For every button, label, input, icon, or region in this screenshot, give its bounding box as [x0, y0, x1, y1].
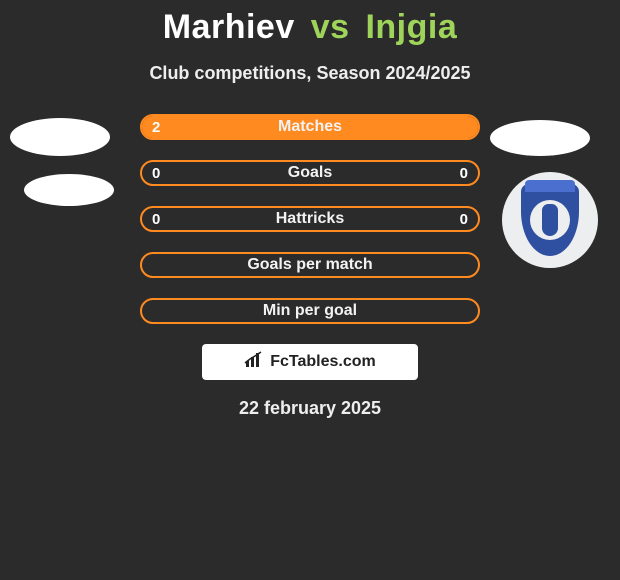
watermark-badge: FcTables.com [202, 344, 418, 380]
stat-label: Goals [142, 164, 478, 182]
player1-club-placeholder [24, 174, 114, 206]
season-subtitle: Club competitions, Season 2024/2025 [0, 63, 620, 84]
player2-name: Injgia [365, 8, 457, 46]
bar-chart-icon [244, 351, 266, 374]
stat-row-matches: 2 Matches [140, 114, 480, 140]
player2-club-crest [502, 172, 598, 268]
stat-label: Goals per match [142, 256, 478, 274]
comparison-date: 22 february 2025 [0, 398, 620, 419]
player2-avatar-placeholder [490, 120, 590, 156]
stat-label: Min per goal [142, 302, 478, 320]
player1-name: Marhiev [163, 8, 295, 46]
crest-shield-icon [521, 184, 579, 256]
stat-label: Hattricks [142, 210, 478, 228]
stat-row-goals: 0 Goals 0 [140, 160, 480, 186]
stat-row-min-per-goal: Min per goal [140, 298, 480, 324]
stats-bars: 2 Matches 0 Goals 0 0 Hattricks 0 Goals … [140, 114, 480, 324]
comparison-title: Marhiev vs Injgia [0, 0, 620, 47]
stat-row-hattricks: 0 Hattricks 0 [140, 206, 480, 232]
stat-value-right: 0 [460, 165, 468, 182]
stat-label: Matches [142, 118, 478, 136]
player1-avatar-placeholder [10, 118, 110, 156]
stat-row-goals-per-match: Goals per match [140, 252, 480, 278]
stat-value-right: 0 [460, 211, 468, 228]
watermark-text: FcTables.com [270, 353, 376, 371]
vs-label: vs [311, 8, 350, 46]
